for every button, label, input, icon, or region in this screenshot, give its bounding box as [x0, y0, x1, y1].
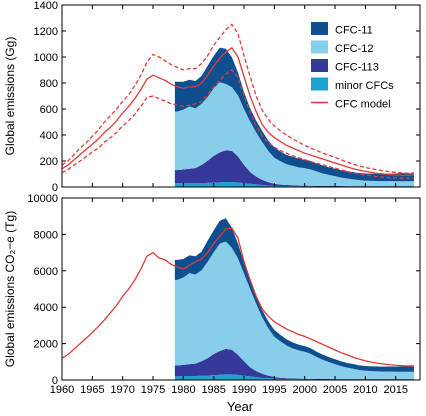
area-cfc-12: [174, 241, 414, 380]
bottom-panel: 0 2000 4000 6000 8000 10000 1960 1965 1970 1975 19…: [3, 193, 421, 396]
line-cfc-model-upper: [61, 23, 414, 174]
line-cfc-model: [61, 47, 414, 176]
area-cfc-12: [174, 82, 414, 187]
y-axis-title: Global emissions (Gg): [3, 37, 17, 156]
y-tick-label: 400: [40, 130, 58, 142]
legend-swatch-cfc-113: [311, 59, 328, 72]
x-tick-label: 2015: [383, 384, 407, 396]
legend-swatch-minor-cfcs: [311, 77, 328, 91]
plot-frame: [61, 197, 421, 381]
y-tick-label: 800: [40, 78, 58, 90]
area-cfc-113: [174, 150, 414, 187]
plot-frame: [61, 4, 421, 188]
legend-label-minor-cfcs: minor CFCs: [335, 80, 394, 92]
x-tick-label: 2010: [353, 384, 377, 396]
line-cfc-model: [61, 227, 414, 367]
legend-label-cfc-model: CFC model: [335, 99, 391, 111]
x-tick-label: 1980: [171, 384, 195, 396]
legend-label-cfc-113: CFC-113: [335, 62, 379, 74]
x-tick-label: 1970: [110, 384, 134, 396]
x-tick-label: 1965: [80, 384, 104, 396]
legend-label-cfc-11: CFC-11: [335, 25, 373, 37]
legend-swatch-cfc-11: [311, 22, 328, 35]
y-tick-label: 10000: [27, 193, 58, 205]
y-axis-title: Global emissions CO₂−e (Tg): [3, 211, 17, 367]
legend-label-cfc-12: CFC-12: [335, 43, 374, 55]
y-tick-label: 1200: [34, 26, 58, 38]
area-minor-cfcs: [174, 182, 414, 187]
y-tick-label: 8000: [34, 229, 58, 241]
y-tick-label: 600: [40, 104, 58, 116]
x-tick-label: 1995: [262, 384, 286, 396]
x-tick-label: 1985: [201, 384, 225, 396]
line-cfc-model-lower: [61, 69, 414, 179]
x-tick-label: 1990: [232, 384, 256, 396]
x-axis-title: Year: [227, 399, 254, 414]
x-tick-label: 2000: [292, 384, 316, 396]
y-tick-label: 0: [52, 182, 58, 194]
y-tick-label: 2000: [34, 339, 58, 351]
legend-swatch-cfc-12: [311, 40, 328, 54]
x-tick-label: 1960: [50, 384, 74, 396]
area-cfc-113: [174, 348, 414, 380]
area-minor-cfcs: [174, 374, 414, 380]
y-tick-label: 0: [52, 375, 58, 387]
y-tick-label: 1400: [34, 0, 58, 12]
y-tick-label: 4000: [34, 302, 58, 314]
y-tick-label: 200: [40, 156, 58, 168]
top-panel: 0 200 400 600 800 1000 1200 1400 Global emission…: [3, 0, 421, 194]
y-tick-label: 1000: [34, 52, 58, 64]
y-tick-label: 6000: [34, 266, 58, 278]
area-cfc-11: [174, 47, 414, 182]
x-tick-label: 2005: [323, 384, 347, 396]
x-tick-label: 1975: [141, 384, 165, 396]
